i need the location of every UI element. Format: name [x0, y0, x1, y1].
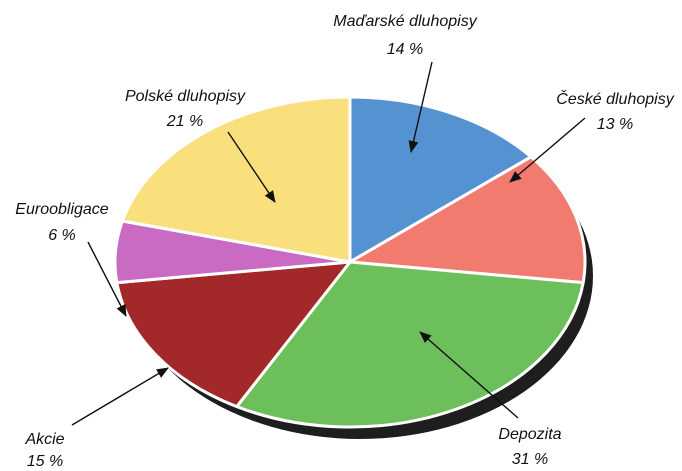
slice-name: České dluhopisy	[556, 89, 674, 108]
slice-label: 31 %	[512, 451, 548, 468]
slice-label: 14 %	[387, 41, 423, 58]
slice-label: 13 %	[597, 116, 633, 133]
pie-slice	[348, 95, 533, 264]
slice-name: Depozita	[498, 426, 561, 443]
slice-name: Polské dluhopisy	[125, 88, 246, 105]
slice-label: 15 %	[27, 453, 63, 470]
arrow	[87, 241, 127, 317]
slice-name: Euroobligace	[15, 201, 109, 218]
slice-label: 21 %	[166, 113, 203, 130]
pie-slice	[348, 155, 587, 285]
slice-name: Akcie	[24, 431, 64, 448]
pie	[113, 95, 593, 439]
pie-slice	[235, 260, 585, 429]
pie-slice	[115, 260, 352, 409]
arrow	[509, 117, 586, 183]
arrow	[227, 131, 276, 203]
arrow	[71, 367, 169, 426]
pie-slice	[120, 95, 352, 264]
arrow	[419, 331, 519, 419]
arrow	[408, 61, 433, 153]
slice-label: 6 %	[48, 227, 76, 244]
slice-name: Maďarské dluhopisy	[333, 13, 477, 30]
